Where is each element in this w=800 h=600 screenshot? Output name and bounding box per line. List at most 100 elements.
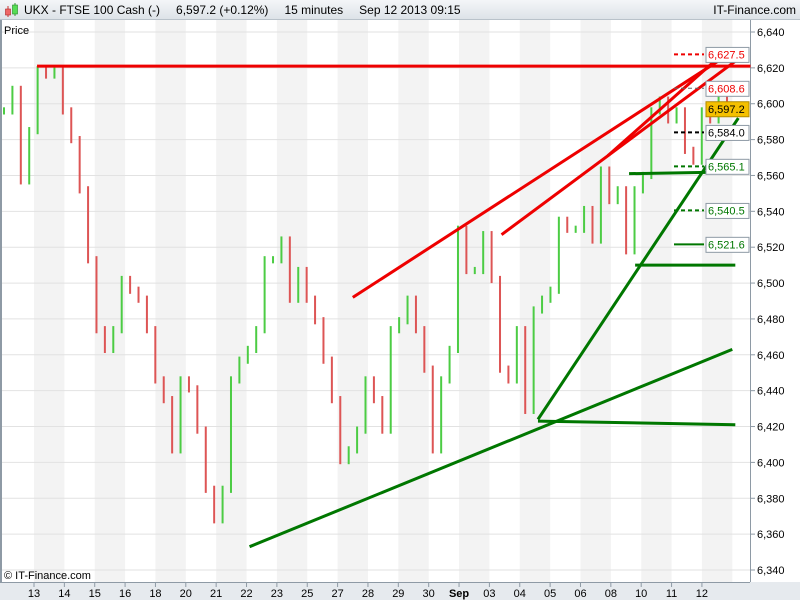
last-price-label: 6,597.2 [708, 104, 745, 116]
level-label: 6,584.0 [708, 127, 745, 139]
candle [406, 295, 409, 325]
candle [675, 107, 678, 124]
candle [330, 356, 333, 404]
x-tick-label: 23 [271, 588, 283, 600]
candle [129, 275, 132, 294]
candle [70, 107, 73, 144]
day-band [519, 20, 551, 582]
candle [507, 365, 510, 384]
x-tick-label: 05 [544, 588, 556, 600]
level-label: 6,627.5 [708, 49, 745, 61]
candle [356, 426, 359, 454]
y-tick-label: 6,400 [757, 457, 785, 469]
candle [641, 171, 644, 194]
candle [490, 231, 493, 284]
day-band [337, 20, 368, 582]
candle [532, 306, 535, 414]
day-band [459, 20, 490, 582]
x-tick-label: 14 [58, 588, 70, 600]
y-tick-label: 6,600 [757, 99, 785, 111]
candle [608, 166, 611, 205]
last-price-box [705, 101, 750, 118]
y-tick-label: 6,620 [757, 63, 785, 75]
candle [314, 295, 317, 325]
candle [541, 295, 544, 314]
y-tick-label: 6,540 [757, 206, 785, 218]
candle [633, 186, 636, 255]
y-axis-ticks: 6,640 6,620 6,600 6,580 6,560 6,540 6,520 6,500… [750, 27, 785, 577]
x-tick-label: 25 [301, 588, 313, 600]
candle [246, 345, 249, 364]
candle [103, 326, 106, 354]
symbol-name: UKX - FTSE 100 Cash (-) [24, 2, 161, 17]
level-label-box [705, 46, 750, 63]
candle [53, 66, 56, 79]
x-tick-label: 28 [362, 588, 374, 600]
candle [305, 266, 308, 303]
x-tick-label: 16 [119, 588, 131, 600]
candle [515, 326, 518, 384]
level-label-box [705, 202, 750, 219]
candle [372, 376, 375, 404]
x-axis-panel [0, 582, 800, 600]
candle [171, 396, 174, 454]
interval[interactable]: 15 minutes [284, 2, 344, 17]
last-price: 6,597.2 (+0.12%) [176, 2, 269, 17]
candle [524, 326, 527, 414]
price-levels: 6,627.5 6,608.6 6,584.0 6,565.1 6,540.5 6,521… [674, 46, 750, 253]
red-trendline [606, 47, 731, 157]
candle [692, 146, 695, 165]
y-tick-label: 6,340 [757, 565, 785, 577]
green-trendline [536, 117, 740, 421]
green-trendline [248, 348, 733, 549]
x-tick-label: 13 [28, 588, 40, 600]
y-tick-label: 6,360 [757, 529, 785, 541]
day-band [34, 20, 65, 582]
y-tick-label: 6,440 [757, 386, 785, 398]
y-tick-label: 6,580 [757, 135, 785, 147]
candle [280, 236, 283, 264]
x-tick-label: 03 [483, 588, 495, 600]
candle [162, 376, 165, 404]
level-label: 6,521.6 [708, 239, 745, 251]
candle [347, 446, 350, 465]
y-tick-label: 6,560 [757, 170, 785, 182]
candle [339, 396, 342, 465]
x-tick-label: 22 [240, 588, 252, 600]
candle [154, 326, 157, 384]
candle [145, 295, 148, 334]
candle [322, 317, 325, 364]
candle [591, 205, 594, 244]
y-tick-label: 6,460 [757, 350, 785, 362]
candle [213, 485, 216, 524]
candle [179, 376, 182, 454]
candle [221, 485, 224, 524]
candle [238, 356, 241, 384]
candles [3, 66, 728, 524]
brand: IT-Finance.com [713, 2, 796, 17]
candle [482, 231, 485, 275]
candle [272, 256, 275, 264]
x-tick-label: 08 [605, 588, 617, 600]
candle [36, 66, 39, 135]
candle [423, 326, 426, 373]
candle [440, 376, 443, 454]
x-tick-label: Sep [449, 588, 469, 600]
candle [683, 107, 686, 154]
y-axis-title: Price [4, 25, 29, 37]
candle [700, 107, 703, 165]
candle [616, 186, 619, 205]
candle [204, 426, 207, 493]
candle [557, 216, 560, 294]
candle [297, 266, 300, 303]
y-tick-label: 6,420 [757, 422, 785, 434]
candle [448, 345, 451, 384]
candle [625, 186, 628, 255]
candle [364, 376, 367, 434]
candle [599, 166, 602, 244]
x-tick-label: 27 [331, 588, 343, 600]
candle [78, 136, 81, 194]
candle [11, 85, 14, 115]
y-tick-label: 6,500 [757, 278, 785, 290]
